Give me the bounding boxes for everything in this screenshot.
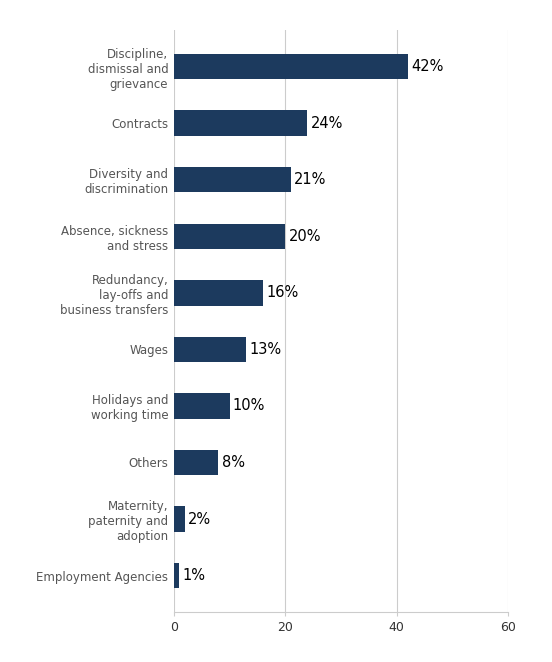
Text: 21%: 21% — [294, 172, 326, 187]
Bar — [174, 167, 291, 193]
Text: 16%: 16% — [266, 285, 299, 301]
Text: 42%: 42% — [411, 59, 443, 74]
Bar — [174, 506, 185, 532]
Bar — [174, 224, 285, 249]
Bar — [174, 111, 307, 136]
Bar — [174, 449, 219, 475]
Text: 8%: 8% — [222, 455, 245, 470]
Bar — [174, 54, 407, 79]
Text: 1%: 1% — [183, 568, 206, 583]
Text: 10%: 10% — [233, 399, 266, 413]
Text: 2%: 2% — [188, 512, 211, 526]
Bar — [174, 336, 246, 362]
Text: 13%: 13% — [250, 342, 282, 357]
Bar — [174, 393, 230, 418]
Text: 24%: 24% — [311, 116, 343, 130]
Bar — [174, 563, 179, 589]
Text: 20%: 20% — [289, 229, 321, 244]
Bar — [174, 280, 263, 306]
